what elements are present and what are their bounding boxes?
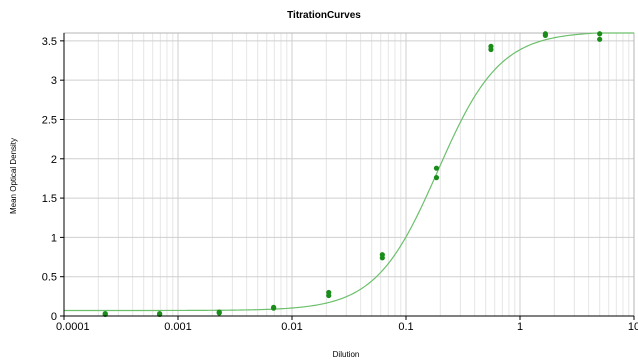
data-point (542, 31, 548, 37)
fit-curve (64, 32, 634, 312)
tick-labels: 0 0.5 1 1.5 2 2.5 3 3.5 0.0001 0.001 0.01 0.1 1 10 (42, 36, 638, 333)
y-tick-label: 2 (51, 154, 57, 166)
data-point (326, 289, 332, 296)
data-points (102, 31, 603, 318)
y-tick-label: 3.5 (42, 36, 57, 48)
chart-title: TitrationCurves (287, 10, 361, 21)
data-point (597, 36, 603, 42)
y-tick-label: 0.5 (42, 272, 57, 284)
data-point (433, 175, 440, 181)
data-point (216, 309, 222, 315)
x-tick-label: 1 (517, 321, 523, 333)
data-point (488, 43, 494, 49)
data-point (157, 311, 163, 317)
plot-area (63, 32, 635, 317)
y-axis-label: Mean Optical Density (9, 138, 18, 214)
data-point (379, 252, 385, 258)
x-tick-label: 0.1 (398, 321, 413, 333)
x-tick-label: 0.0001 (56, 321, 90, 333)
y-tick-label: 2.5 (42, 114, 57, 126)
data-point (102, 311, 108, 317)
y-tick-label: 3 (51, 75, 57, 87)
x-axis-label: Dilution (333, 350, 360, 359)
x-tick-label: 10 (628, 321, 638, 333)
axes (60, 33, 635, 320)
y-tick-label: 1.5 (42, 193, 57, 205)
data-point (433, 165, 440, 171)
fit-curve-layer (64, 32, 634, 312)
x-tick-label: 0.01 (281, 321, 302, 333)
x-tick-label: 0.001 (164, 321, 192, 333)
y-tick-label: 0 (51, 311, 57, 323)
data-point (597, 31, 603, 37)
y-tick-label: 1 (51, 232, 57, 244)
data-point (271, 304, 277, 310)
grid-lines (63, 33, 635, 317)
